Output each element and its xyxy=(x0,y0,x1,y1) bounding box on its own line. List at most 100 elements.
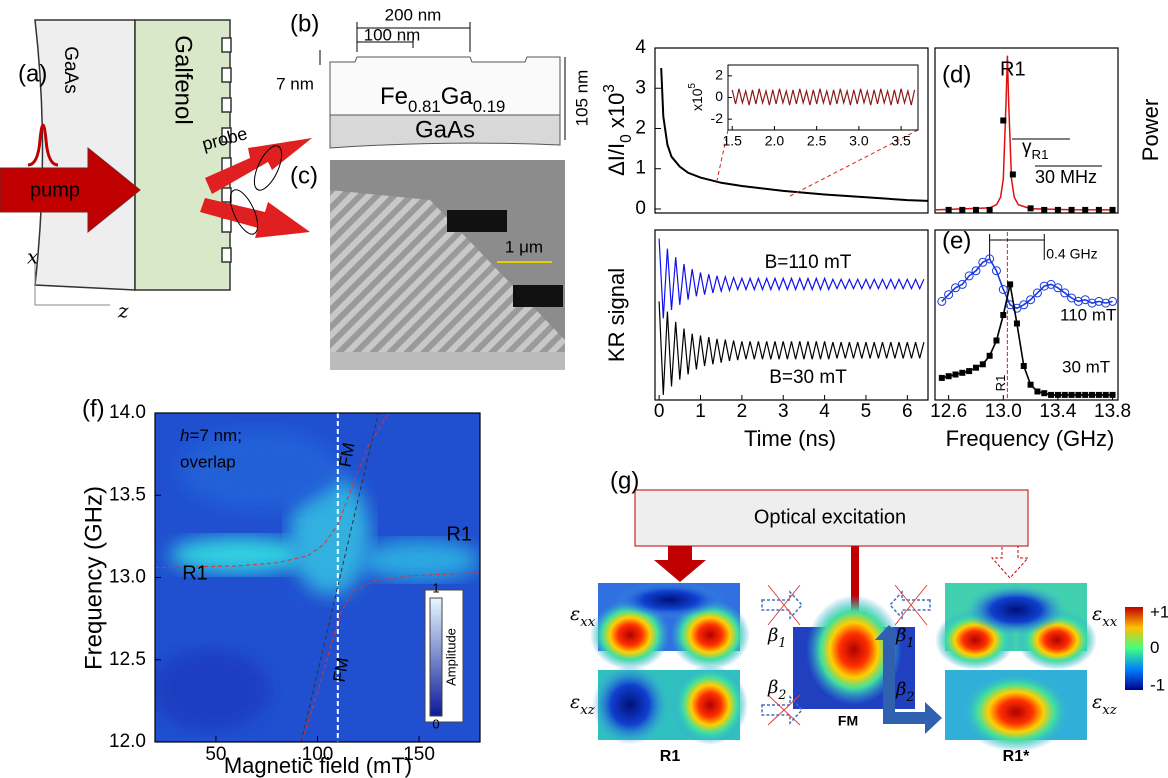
arrow-none xyxy=(990,545,1030,579)
mode-r1star-xx xyxy=(935,583,1097,670)
coupling-label: β2 xyxy=(895,679,914,704)
strain-label: εxz xyxy=(1092,691,1118,718)
strain-label: εxx xyxy=(1092,603,1118,630)
coupling-label-part: 2 xyxy=(905,689,914,704)
strain-label-part: xz xyxy=(1102,703,1117,718)
data-point xyxy=(1087,298,1097,308)
y-tick-label: 4 xyxy=(635,37,646,58)
data-point xyxy=(1082,206,1089,213)
plot-frame xyxy=(934,229,1119,401)
heatmap-band xyxy=(180,430,340,510)
data-point xyxy=(1073,296,1083,306)
inset-y-title-part: 5 xyxy=(687,82,698,88)
x-tick-label: 13.4 xyxy=(1039,401,1076,422)
dimension-label: 7 nm xyxy=(276,74,314,93)
heatmap-band xyxy=(170,537,310,573)
colorbar-tick: -1 xyxy=(1150,675,1165,694)
data-point xyxy=(1101,298,1111,308)
mode-name: FM xyxy=(838,713,858,729)
connector xyxy=(715,129,729,186)
data-point xyxy=(1000,117,1007,124)
data-point xyxy=(1089,391,1096,398)
pump-label: pump xyxy=(30,179,80,201)
mode-lobe xyxy=(806,595,902,705)
dispersion xyxy=(300,572,480,742)
notch xyxy=(221,67,232,83)
mode-lobe xyxy=(961,672,1071,752)
y-tick-label: 12.5 xyxy=(109,649,146,670)
mode-label: FM xyxy=(330,656,353,683)
note: overlap xyxy=(180,452,236,471)
dashed-arrow xyxy=(761,695,804,725)
peak-label: R1 xyxy=(1000,58,1026,80)
y-tick-label: 0 xyxy=(715,88,723,104)
excitation-label: Optical excitation xyxy=(754,506,906,528)
strain-label-part: ε xyxy=(1092,691,1102,713)
y-axis-title-part: ΔI/I xyxy=(604,143,629,176)
data-point xyxy=(944,290,954,300)
colorbar-tick: 1 xyxy=(432,580,439,595)
dimension-label: 105 nm xyxy=(572,70,591,127)
y-tick-label: 0 xyxy=(635,198,646,219)
sem-grating xyxy=(330,190,565,370)
colorbar-title: Amplitude xyxy=(443,628,458,686)
x-tick-label: 13.8 xyxy=(1094,401,1131,422)
strain-label: εxx xyxy=(570,603,596,630)
trace-label: B=30 mT xyxy=(769,367,847,388)
data-point xyxy=(964,271,974,281)
mode-label: R1 xyxy=(182,562,208,584)
film-label-part: Ga xyxy=(441,83,474,110)
sem-footer xyxy=(330,352,565,370)
data-point xyxy=(1041,390,1048,397)
gaas-label: GaAs xyxy=(60,46,81,94)
panel-label: (b) xyxy=(290,10,319,37)
x-tick-label: 100 xyxy=(302,744,334,765)
note-part: =7 nm; xyxy=(189,426,241,445)
colorbar-tick: 0 xyxy=(432,716,439,731)
panel-label: (c) xyxy=(290,162,318,189)
axis-z-label: z xyxy=(117,299,129,323)
data-point xyxy=(986,352,993,359)
data-point xyxy=(937,296,947,306)
data-point xyxy=(1027,205,1034,212)
mode-r1star-xz xyxy=(945,670,1087,752)
data-point xyxy=(966,368,973,375)
mode-name: R1* xyxy=(1003,748,1030,765)
grating-notches xyxy=(221,37,232,263)
dimension-lines xyxy=(319,22,566,140)
coupling-label-part: 2 xyxy=(777,687,786,702)
coupling-label-part: β xyxy=(895,679,906,700)
dimension-label: 200 nm xyxy=(385,5,442,24)
data-point xyxy=(1054,206,1061,213)
x-tick-label: 3 xyxy=(778,401,789,422)
coupling-arrows xyxy=(761,590,931,725)
data-point xyxy=(1009,171,1016,178)
sem-tag xyxy=(447,210,507,232)
data-point xyxy=(1095,206,1102,213)
y-axis-title-part: 0 xyxy=(618,134,635,143)
notch xyxy=(221,247,232,263)
substrate-label: GaAs xyxy=(415,116,475,143)
mode-colorbar xyxy=(1125,607,1143,690)
strain-label-part: xx xyxy=(1102,615,1117,630)
x-tick-label: 2.5 xyxy=(807,133,827,149)
axes-xz xyxy=(34,262,110,306)
pulse xyxy=(27,123,59,167)
x-tick-label: 6 xyxy=(902,401,913,422)
mode-label: R1 xyxy=(446,523,472,545)
data-point xyxy=(1027,381,1034,388)
x-axis-title: Time (ns) xyxy=(744,426,836,451)
data-point xyxy=(972,206,979,213)
note: h=7 nm; xyxy=(180,426,242,445)
coupling-arrow xyxy=(875,625,942,734)
plot-frame xyxy=(934,47,1119,214)
arrow-strong xyxy=(654,546,706,582)
plot-frame xyxy=(654,229,929,401)
strain-label-part: ε xyxy=(570,691,580,713)
coupling-label-part: 1 xyxy=(906,635,914,650)
data-point xyxy=(1054,391,1061,398)
pump-arrow xyxy=(0,146,141,234)
mode-lobe xyxy=(592,665,668,745)
polarization xyxy=(253,145,283,191)
y-axis-title: ΔI/I0 x103 xyxy=(601,84,635,176)
